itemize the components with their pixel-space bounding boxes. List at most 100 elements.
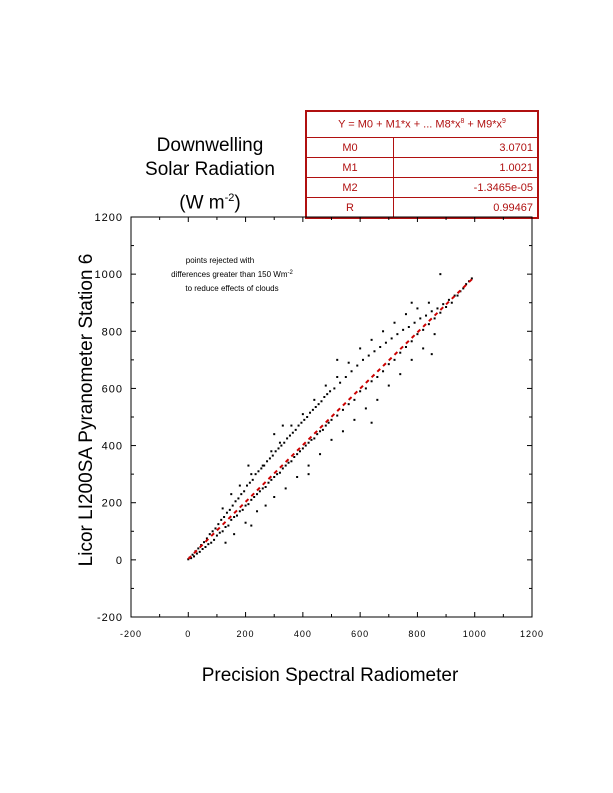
title-line-2: Solar Radiation (145, 159, 275, 180)
x-tick-label: 800 (408, 629, 426, 639)
y-tick-label: 600 (102, 383, 123, 395)
fit-line-segment (365, 379, 370, 384)
fit-line-segment (330, 413, 336, 418)
fit-line-segment (244, 498, 250, 503)
y-tick-label: 1200 (95, 212, 123, 224)
fit-line-segment (227, 515, 232, 520)
fit-line-segment (376, 368, 381, 373)
fit-line-segment (399, 345, 404, 350)
data-point (404, 346, 407, 348)
data-point (257, 470, 260, 473)
fit-line-segment (284, 458, 290, 463)
data-point (344, 376, 347, 378)
data-point (231, 504, 234, 507)
data-point (258, 490, 261, 493)
fit-line-segment (462, 284, 467, 289)
fit-line-segment (216, 526, 221, 532)
data-point (298, 450, 301, 453)
data-point (307, 464, 310, 467)
data-point (333, 387, 336, 390)
data-point (283, 441, 286, 444)
fit-line-segment (353, 390, 358, 395)
data-point (410, 301, 413, 304)
data-point (280, 444, 283, 447)
fit-line-segment (433, 312, 439, 317)
data-point (347, 403, 350, 406)
data-point (407, 326, 410, 328)
data-point (256, 510, 259, 513)
data-point (465, 283, 468, 286)
data-point (273, 433, 276, 436)
data-point (382, 330, 385, 333)
data-point (439, 311, 442, 314)
data-point (234, 500, 237, 503)
data-point (237, 497, 240, 500)
data-point (243, 490, 246, 493)
data-point (370, 380, 373, 383)
y-axis-label: Licor LI200SA Pyranometer Station 6 (76, 254, 97, 567)
data-point (288, 434, 291, 437)
x-tick-label: -200 (120, 629, 142, 639)
fit-line-segment (319, 424, 324, 429)
data-point (313, 398, 316, 401)
title-units-sup: -2 (224, 192, 235, 204)
data-point (350, 370, 353, 373)
data-point (203, 541, 206, 544)
data-point (278, 441, 281, 444)
data-point (244, 504, 247, 507)
data-point (370, 338, 373, 341)
data-point (191, 553, 194, 556)
data-point (323, 396, 326, 398)
fit-line-segment (273, 469, 278, 475)
fit-line-segment (370, 373, 376, 379)
data-point (439, 273, 442, 276)
y-tick-label: 1000 (95, 269, 123, 281)
data-point (215, 534, 218, 537)
data-point (277, 447, 280, 450)
fit-line-segment (279, 464, 284, 469)
fit-line-segment (416, 328, 421, 334)
data-point (320, 400, 323, 403)
data-point (319, 453, 322, 456)
fit-coefficients-table: Y = M0 + M1*x + ... M8*x8 + M9*x9 M0 3.0… (305, 110, 539, 219)
data-point (260, 467, 263, 470)
fit-line-segment (456, 289, 462, 294)
data-point (456, 294, 459, 297)
data-point (419, 317, 422, 320)
data-point (264, 504, 267, 507)
fit-line-segment (382, 362, 387, 367)
data-point (208, 533, 211, 536)
data-point (341, 430, 344, 433)
data-point (399, 373, 402, 376)
data-point (336, 414, 339, 417)
x-axis-label: Precision Spectral Radiometer (202, 665, 459, 686)
data-point (427, 323, 430, 326)
data-point (225, 511, 228, 514)
data-point (204, 546, 207, 548)
y-tick-label: 400 (102, 441, 123, 453)
data-point (422, 347, 425, 350)
data-point (304, 444, 307, 447)
data-point (293, 456, 296, 458)
data-point (433, 317, 436, 320)
data-point (247, 503, 250, 506)
fit-row-value: 3.0701 (393, 137, 538, 158)
data-point (268, 457, 271, 460)
data-point (244, 521, 247, 524)
fit-line-segment (451, 295, 456, 300)
data-point (450, 301, 453, 304)
data-point (303, 418, 306, 421)
fit-line (187, 278, 473, 560)
data-point (224, 526, 227, 528)
data-point (307, 473, 310, 476)
data-point (399, 351, 402, 354)
x-tick-label: 200 (237, 629, 255, 639)
fit-line-segment (468, 278, 473, 283)
data-point (341, 408, 344, 411)
fit-line-segment (250, 492, 255, 497)
data-point (198, 550, 201, 553)
data-point (359, 390, 362, 393)
data-point (410, 358, 413, 361)
data-point (250, 473, 253, 476)
data-point (195, 552, 198, 555)
